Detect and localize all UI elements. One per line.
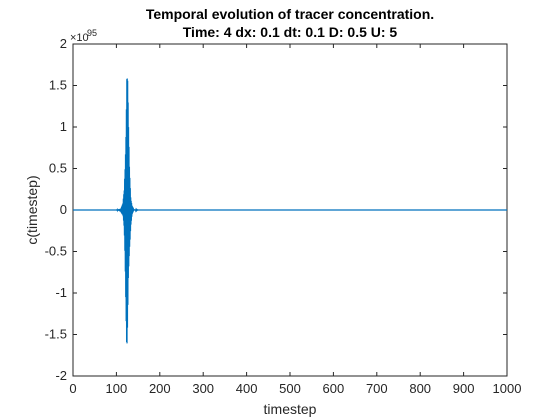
y-tick-label: -1.5 [45,327,67,342]
y-tick-label: 2 [60,36,67,51]
y-tick-label: 1 [60,119,67,134]
y-tick-label: -2 [55,368,67,383]
x-tick-label: 800 [409,381,431,396]
chart-title: Temporal evolution of tracer concentrati… [146,6,434,22]
x-tick-label: 0 [69,381,76,396]
y-tick-label: 0 [60,202,67,217]
y-axis-label: c(timestep) [24,175,40,244]
x-tick-label: 100 [106,381,128,396]
y-tick-label: -0.5 [45,244,67,259]
series-line [73,78,507,344]
y-exponent-power: 95 [87,28,97,38]
x-tick-label: 500 [279,381,301,396]
x-tick-label: 300 [192,381,214,396]
y-exponent-base: ×10 [70,32,89,44]
y-tick-label: 0.5 [49,161,67,176]
x-tick-label: 400 [236,381,258,396]
chart-subtitle: Time: 4 dx: 0.1 dt: 0.1 D: 0.5 U: 5 [183,24,398,40]
x-tick-label: 900 [453,381,475,396]
x-axis-label: timestep [264,401,317,417]
x-tick-label: 200 [149,381,171,396]
y-tick-label: 1.5 [49,78,67,93]
x-tick-label: 600 [323,381,345,396]
plot-area: 0 100 200 300 400 500 600 700 800 900 1000 -2 -1.5 -1… [45,36,522,396]
y-tick-label: -1 [55,285,67,300]
y-exponent-label: ×10 95 [70,28,97,44]
x-tick-label: 1000 [493,381,522,396]
x-tick-label: 700 [366,381,388,396]
